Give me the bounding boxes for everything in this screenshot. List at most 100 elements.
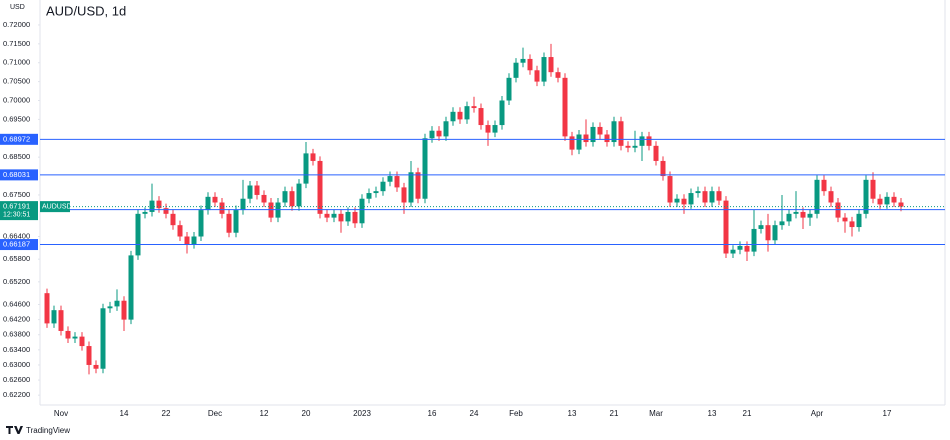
candle-body [583, 134, 589, 143]
candle-body [345, 211, 351, 222]
x-tick-label: 21 [743, 409, 752, 418]
candle-body [303, 153, 309, 184]
y-tick-label: 0.69500 [3, 114, 30, 123]
candle-body [464, 106, 470, 120]
candle-body [646, 136, 652, 146]
countdown: 12:30:51 [3, 211, 30, 218]
x-tick-label: 16 [428, 409, 437, 418]
candle-body [520, 58, 526, 63]
candle-body [751, 228, 757, 252]
candle-body [590, 126, 596, 143]
y-tick-label: 0.66400 [3, 231, 30, 240]
candle-body [107, 306, 113, 309]
candle-body [58, 310, 64, 331]
candle-body [436, 130, 442, 137]
candle-body [744, 245, 750, 252]
candle-body [282, 191, 288, 203]
symbol-label: AUDUSD [42, 203, 72, 210]
x-tick-label: Nov [54, 409, 68, 418]
candle-body [765, 225, 771, 241]
candle-body [457, 111, 463, 120]
candle-body [562, 77, 568, 137]
candle-body [51, 310, 57, 324]
candle-body [597, 126, 603, 135]
candle-body [814, 179, 820, 214]
y-tick-label: 0.64200 [3, 315, 30, 324]
candle-body [863, 179, 869, 214]
candle-body [422, 138, 428, 199]
candle-body [478, 108, 484, 126]
candle-body [373, 191, 379, 194]
y-tick-label: 0.65200 [3, 277, 30, 286]
candle-body [219, 202, 225, 214]
candle-body [471, 106, 477, 109]
brand-logo: TradingView [6, 426, 70, 435]
candle-body [184, 236, 190, 245]
candle-body [100, 308, 106, 369]
candle-body [128, 255, 134, 320]
candle-body [331, 213, 337, 218]
candle-body [800, 211, 806, 218]
candle-body [660, 160, 666, 177]
candle-body [170, 213, 176, 226]
candle-body [730, 249, 736, 254]
last-price-box [0, 201, 38, 221]
candle-body [877, 198, 883, 205]
candle-body [352, 211, 358, 224]
candle-body [569, 136, 575, 150]
candle-body [443, 121, 449, 137]
y-axis-label: USD [10, 4, 25, 11]
candle-body [205, 196, 211, 211]
candle-body [653, 145, 659, 161]
candle-body [716, 191, 722, 201]
candle-body [758, 225, 764, 229]
candle-body [191, 236, 197, 245]
x-tick-label: 22 [162, 409, 171, 418]
candle-body [618, 121, 624, 146]
level-label-box [0, 239, 38, 251]
x-tick-label: Dec [208, 409, 222, 418]
candle-body [317, 160, 323, 214]
x-tick-label: 21 [610, 409, 619, 418]
candle-body [793, 211, 799, 214]
candle-body [604, 134, 610, 143]
candle-body [163, 208, 169, 214]
candle-body [492, 125, 498, 133]
y-tick-label: 0.67500 [3, 190, 30, 199]
candle-body [177, 225, 183, 237]
y-tick-label: 0.63800 [3, 330, 30, 339]
candle-body [709, 191, 715, 203]
brand-name: TradingView [26, 426, 70, 435]
y-tick-label: 0.71000 [3, 58, 30, 67]
candle-body [842, 217, 848, 222]
candle-body [667, 176, 673, 203]
candle-body [226, 213, 232, 233]
candle-body [625, 145, 631, 148]
y-tick-label: 0.70500 [3, 77, 30, 86]
candle-body [555, 72, 561, 78]
candle-body [254, 185, 260, 195]
candle-body [870, 179, 876, 199]
candle-body [786, 213, 792, 222]
candle-body [198, 210, 204, 237]
candle-body [723, 200, 729, 254]
candle-body [821, 179, 827, 192]
candle-body [499, 100, 505, 126]
candle-body [695, 191, 701, 194]
y-tick-label: 0.71500 [3, 39, 30, 48]
candle-body [415, 172, 421, 199]
y-tick-label: 0.62600 [3, 375, 30, 384]
x-tick-label: Apr [811, 409, 824, 418]
candle-body [828, 191, 834, 203]
candle-body [366, 193, 372, 199]
candle-body [289, 191, 295, 207]
candle-body [541, 57, 547, 82]
logo-icon [6, 426, 23, 434]
candle-body [247, 185, 253, 199]
y-tick-label: 0.64600 [3, 299, 30, 308]
candle-body [506, 77, 512, 101]
candle-body [114, 300, 120, 307]
candle-body [779, 221, 785, 226]
